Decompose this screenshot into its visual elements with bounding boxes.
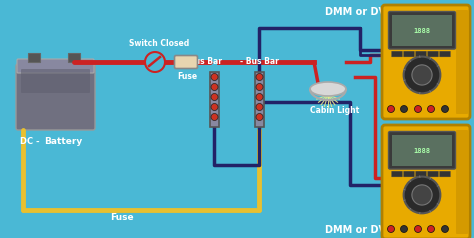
Text: Fuse: Fuse <box>177 72 197 81</box>
Text: Switch Closed: Switch Closed <box>129 39 189 48</box>
Circle shape <box>256 104 263 110</box>
Text: - Bus Bar: - Bus Bar <box>240 57 279 66</box>
FancyBboxPatch shape <box>428 51 438 57</box>
Text: 1888: 1888 <box>413 148 430 154</box>
Circle shape <box>145 52 165 72</box>
Circle shape <box>211 104 218 110</box>
FancyBboxPatch shape <box>68 53 80 62</box>
FancyBboxPatch shape <box>392 171 402 177</box>
Text: + Bus Bar: + Bus Bar <box>180 57 222 66</box>
FancyBboxPatch shape <box>416 51 426 57</box>
FancyBboxPatch shape <box>382 5 470 119</box>
Circle shape <box>388 105 394 113</box>
FancyBboxPatch shape <box>17 59 94 73</box>
Circle shape <box>428 105 435 113</box>
Circle shape <box>256 94 263 100</box>
Text: DMM or DVOM: DMM or DVOM <box>325 225 404 235</box>
FancyBboxPatch shape <box>392 15 452 45</box>
Circle shape <box>414 105 421 113</box>
Circle shape <box>211 84 218 90</box>
FancyBboxPatch shape <box>404 171 414 177</box>
FancyBboxPatch shape <box>174 55 198 69</box>
Circle shape <box>404 177 440 213</box>
Circle shape <box>404 57 440 93</box>
FancyBboxPatch shape <box>255 72 264 127</box>
FancyBboxPatch shape <box>210 72 219 127</box>
FancyBboxPatch shape <box>404 51 414 57</box>
Circle shape <box>256 84 263 90</box>
Text: 1888: 1888 <box>413 28 430 34</box>
Circle shape <box>211 74 218 80</box>
FancyBboxPatch shape <box>456 10 468 114</box>
Circle shape <box>428 225 435 233</box>
FancyBboxPatch shape <box>382 125 470 238</box>
Circle shape <box>388 225 394 233</box>
Text: DMM or DVOM: DMM or DVOM <box>325 7 404 17</box>
Circle shape <box>412 65 432 85</box>
Circle shape <box>414 225 421 233</box>
Circle shape <box>441 105 448 113</box>
FancyBboxPatch shape <box>416 171 426 177</box>
FancyBboxPatch shape <box>428 171 438 177</box>
Text: Fuse: Fuse <box>110 213 134 222</box>
FancyBboxPatch shape <box>21 69 90 93</box>
FancyBboxPatch shape <box>440 51 450 57</box>
Ellipse shape <box>310 82 346 96</box>
Circle shape <box>256 74 263 80</box>
Circle shape <box>441 225 448 233</box>
Text: Cabin Light: Cabin Light <box>310 106 359 115</box>
Circle shape <box>401 105 408 113</box>
Circle shape <box>401 225 408 233</box>
FancyBboxPatch shape <box>389 132 456 169</box>
FancyBboxPatch shape <box>389 11 456 49</box>
FancyBboxPatch shape <box>392 135 452 166</box>
Text: Battery: Battery <box>44 137 82 146</box>
FancyBboxPatch shape <box>392 51 402 57</box>
Circle shape <box>256 114 263 120</box>
Circle shape <box>211 94 218 100</box>
FancyBboxPatch shape <box>28 53 40 62</box>
FancyBboxPatch shape <box>16 64 95 130</box>
Circle shape <box>412 185 432 205</box>
FancyBboxPatch shape <box>456 130 468 234</box>
FancyBboxPatch shape <box>440 171 450 177</box>
Circle shape <box>211 114 218 120</box>
Text: DC -: DC - <box>20 137 40 146</box>
